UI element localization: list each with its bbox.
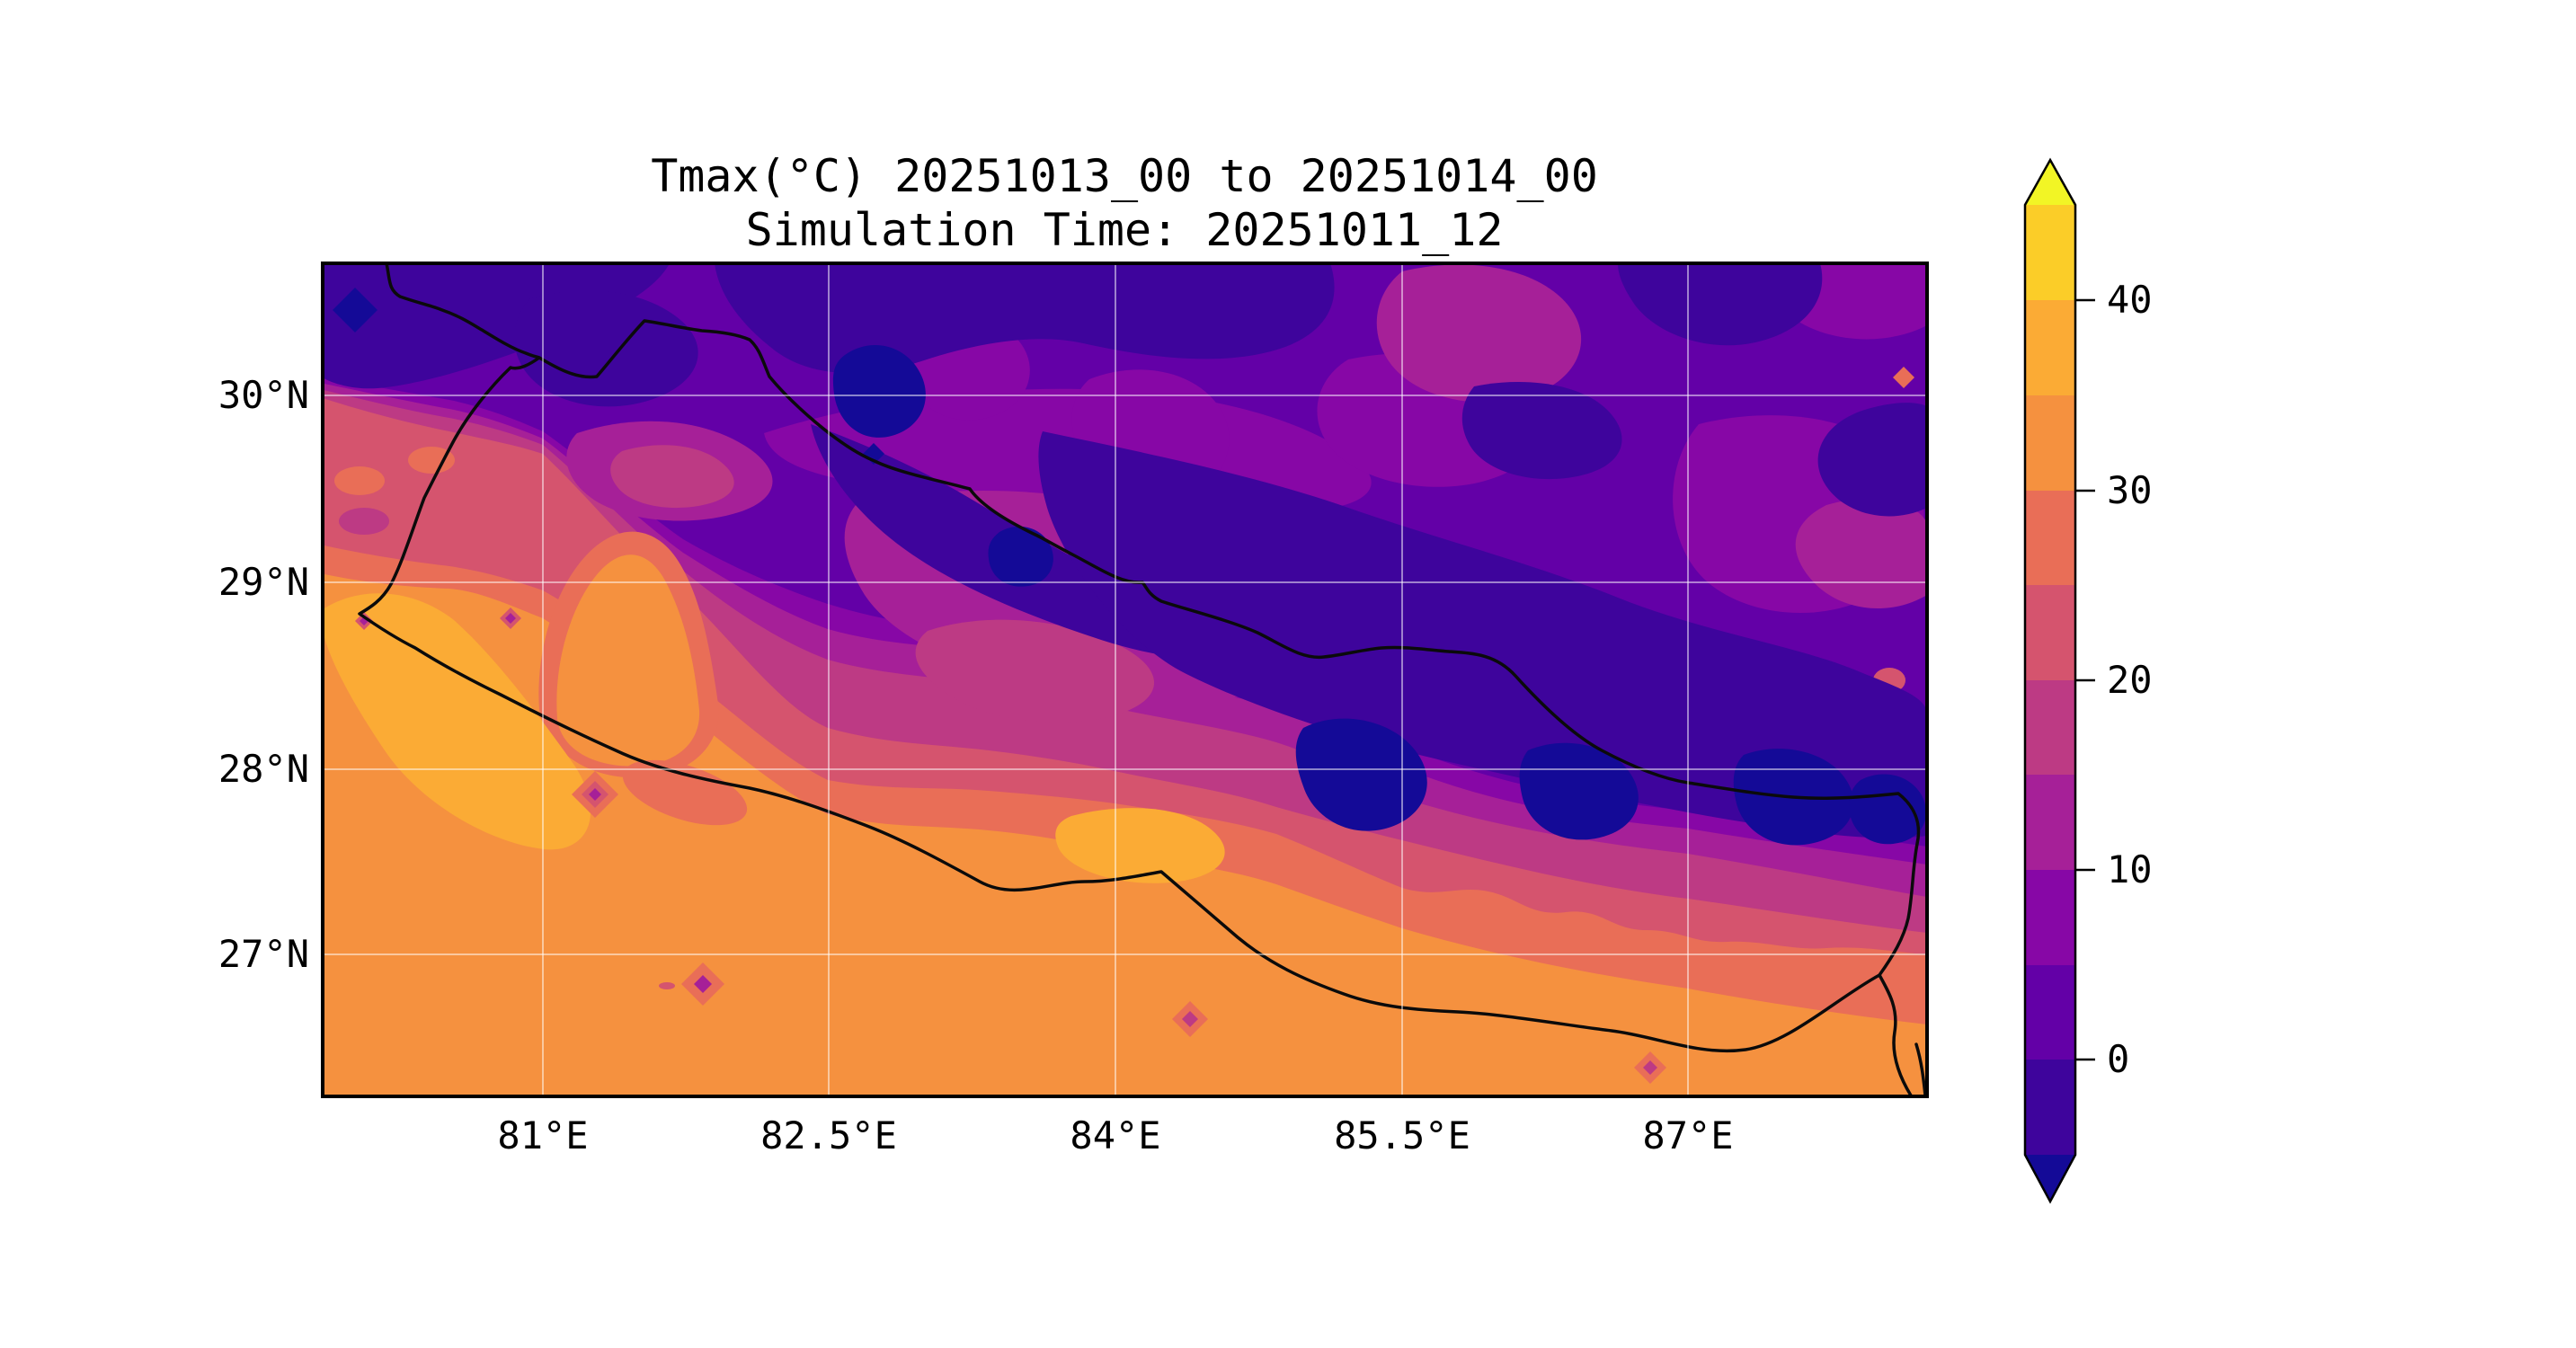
colorbar-band-neg5-0	[2025, 1060, 2075, 1155]
colorbar-band-35-40	[2025, 300, 2075, 395]
contour-band-below-neg5	[1295, 718, 1427, 831]
lake-markers	[355, 367, 1914, 1084]
x-axis-label-85-5e: 85.5°E	[1334, 1113, 1470, 1157]
border-nepal	[358, 319, 1921, 1053]
border-fragment-corner	[1914, 1042, 1927, 1096]
contour-band-neg5-0	[1461, 382, 1622, 480]
contour-magenta-core	[915, 619, 1155, 723]
colorbar-band-25-30	[2025, 491, 2075, 585]
plot-subtitle: Simulation Time: 20251011_12	[745, 204, 1504, 256]
y-axis-label-27n: 27°N	[218, 932, 309, 976]
contour-band-below-neg5	[988, 526, 1053, 587]
colorbar-label-40: 40	[2107, 278, 2153, 322]
contour-band-neg5-0	[1817, 403, 1927, 517]
y-axis-label-28n: 28°N	[218, 747, 309, 791]
x-axis-label-87e: 87°E	[1642, 1113, 1734, 1157]
colorbar-band-0-5	[2025, 965, 2075, 1060]
x-axis-label-82-5e: 82.5°E	[760, 1113, 897, 1157]
border-fragment-southeast	[1878, 973, 1913, 1096]
colorbar-label-30: 30	[2107, 468, 2153, 512]
colorbar-extend-above	[2025, 160, 2075, 205]
graticule-gridlines	[323, 263, 1927, 1096]
contour-band-neg5-0	[1618, 263, 1823, 346]
contour-band-below-neg5	[1849, 774, 1926, 845]
contour-salmon-spot	[408, 447, 455, 474]
colorbar-band-5-10	[2025, 870, 2075, 965]
colorbar-tick-marks	[2075, 298, 2095, 1061]
contour-gold-patch-center	[1055, 808, 1225, 883]
contour-salmon-spot	[334, 466, 385, 495]
y-axis-label-29n: 29°N	[218, 560, 309, 604]
contour-band-below-neg5	[1519, 742, 1639, 840]
contour-band-neg5-0	[1038, 431, 1927, 838]
colorbar-label-10: 10	[2107, 847, 2153, 891]
colorbar-band-40-45	[2025, 205, 2075, 300]
contour-magentapurple-blob	[1795, 498, 1927, 609]
colorbar-band-10-15	[2025, 775, 2075, 870]
colorbar-band-15-20	[2025, 680, 2075, 775]
colorbar-extend-below	[2025, 1155, 2075, 1202]
colorbar-band-30-35	[2025, 395, 2075, 491]
colorbar-label-20: 20	[2107, 658, 2153, 702]
contour-map	[323, 263, 1927, 1096]
colorbar-label-0: 0	[2107, 1037, 2130, 1081]
y-axis-label-30n: 30°N	[218, 373, 309, 417]
colorbar-band-20-25	[2025, 585, 2075, 680]
contour-magenta-core	[610, 445, 734, 509]
x-axis-label-81e: 81°E	[497, 1113, 589, 1157]
plot-title: Tmax(°C) 20251013_00 to 20251014_00	[651, 150, 1598, 202]
map-frame	[321, 262, 1929, 1098]
contour-band-30-35	[323, 573, 1927, 1096]
contour-salmon-spot	[622, 759, 748, 826]
contour-band-below-neg5	[832, 344, 926, 438]
colorbar-outline	[2023, 157, 2077, 1204]
contour-magenta-spot	[339, 508, 389, 535]
colorbar	[2023, 157, 2095, 1204]
country-borders	[358, 263, 1927, 1096]
border-india-china-west	[385, 263, 541, 359]
contour-band-below-neg5	[333, 288, 378, 333]
contour-gold-patch-west	[323, 593, 591, 850]
contour-band-neg5-0	[514, 290, 698, 407]
contour-magentapurple-blob	[1376, 264, 1582, 403]
x-axis-label-84e: 84°E	[1070, 1113, 1161, 1157]
contour-orange-tongue	[556, 554, 700, 767]
